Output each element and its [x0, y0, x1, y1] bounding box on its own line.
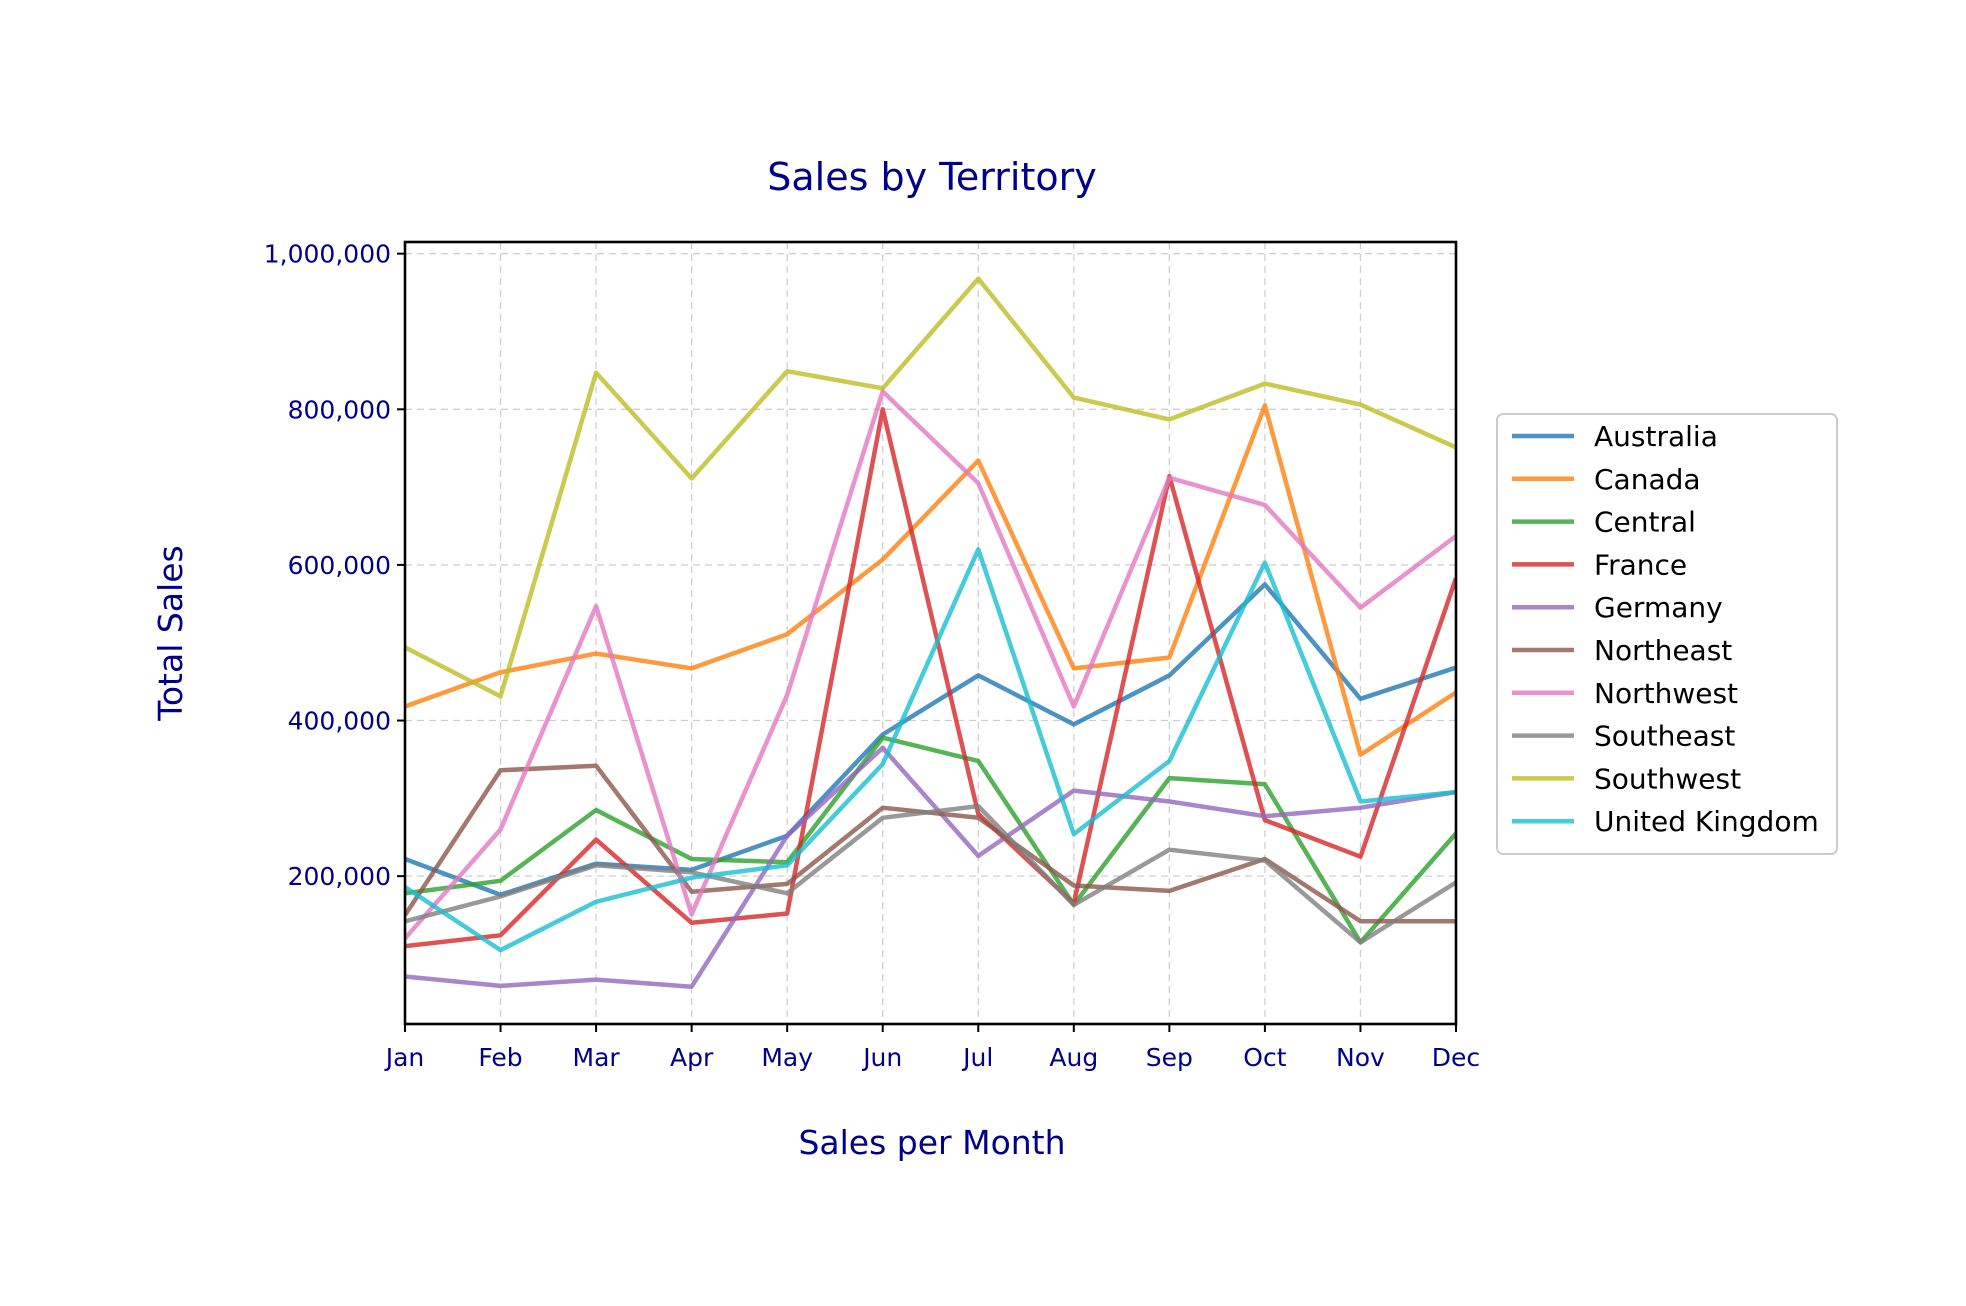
y-tick-label-600000: 600,000 [288, 551, 391, 580]
x-axis-ticks: Jan Feb Mar Apr May Jun Jul Aug Sep Oct Nov Dec [384, 1024, 1480, 1072]
series-line-canada [405, 403, 1456, 758]
x-tick-label-may: May [761, 1043, 813, 1072]
x-tick-label-feb: Feb [478, 1043, 522, 1072]
series-line-central [405, 735, 1456, 945]
chart-title: Sales by Territory [767, 155, 1096, 199]
legend-label-united-kingdom: United Kingdom [1594, 805, 1819, 838]
x-tick-label-apr: Apr [670, 1043, 714, 1072]
x-tick-label-dec: Dec [1432, 1043, 1480, 1072]
y-axis-ticks: 200,000 400,000 600,000 800,000 1,000,000 [264, 240, 405, 891]
series-line-southwest [405, 276, 1456, 699]
y-tick-label-800000: 800,000 [288, 395, 391, 424]
chart-legend: Australia Canada Central France Germany North… [1496, 413, 1838, 855]
legend-label-southwest: Southwest [1594, 762, 1741, 795]
x-tick-label-oct: Oct [1243, 1043, 1286, 1072]
legend-label-central: Central [1594, 506, 1696, 539]
x-tick-label-mar: Mar [573, 1043, 621, 1072]
series-line-france [405, 407, 1456, 949]
series-line-germany [405, 745, 1456, 989]
legend-label-australia: Australia [1594, 420, 1718, 453]
x-tick-label-jun: Jun [861, 1043, 902, 1072]
legend-box [1496, 413, 1838, 855]
series-line-united-kingdom [405, 547, 1456, 953]
legend-label-france: France [1594, 548, 1687, 581]
series-line-southeast [405, 803, 1456, 945]
x-tick-label-jan: Jan [384, 1043, 425, 1072]
x-tick-label-jul: Jul [961, 1043, 993, 1072]
y-tick-label-400000: 400,000 [288, 707, 391, 736]
x-tick-label-sep: Sep [1146, 1043, 1193, 1072]
legend-items: Australia Canada Central France Germany North… [1512, 420, 1819, 838]
legend-label-canada: Canada [1594, 463, 1701, 496]
y-tick-label-1000000: 1,000,000 [264, 240, 391, 269]
legend-label-northwest: Northwest [1594, 677, 1738, 710]
x-tick-label-aug: Aug [1049, 1043, 1098, 1072]
plot-area-frame [403, 240, 1458, 1026]
legend-label-northeast: Northeast [1594, 634, 1732, 667]
legend-label-germany: Germany [1594, 591, 1723, 624]
y-tick-label-200000: 200,000 [288, 862, 391, 891]
y-axis-label: Total Sales [151, 545, 190, 721]
legend-label-southeast: Southeast [1594, 720, 1735, 753]
x-tick-label-nov: Nov [1336, 1043, 1385, 1072]
x-axis-label: Sales per Month [798, 1123, 1065, 1162]
series-line-northwest [405, 389, 1456, 940]
series-lines [405, 276, 1456, 989]
